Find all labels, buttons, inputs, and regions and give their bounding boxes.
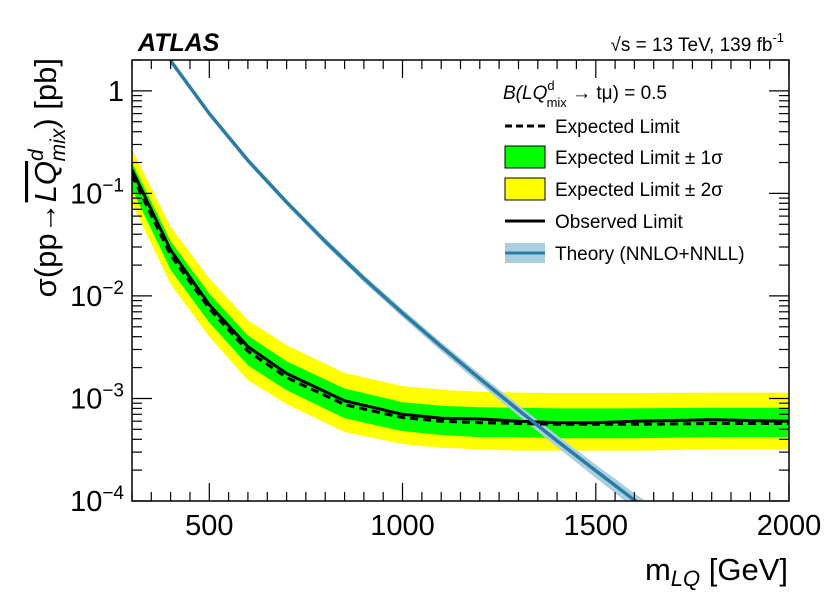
y-tick-label: 1 xyxy=(108,76,124,108)
energy-lumi-sup: -1 xyxy=(772,30,784,45)
band-1sigma xyxy=(132,162,789,439)
legend-header: B(LQd mix → tμ) = 0.5 xyxy=(503,78,667,110)
x-tick-label: 500 xyxy=(185,510,233,542)
x-axis-title-sub: LQ xyxy=(671,566,700,591)
tick-label-layer: 500 1000 1500 2000 1 10−1 10−2 10−3 10−4 xyxy=(70,76,821,542)
energy-lumi-label: √s = 13 TeV, 139 fb-1 xyxy=(610,30,784,56)
x-axis-title-m: m xyxy=(645,552,671,587)
legend-swatch-2sigma xyxy=(504,177,546,201)
y-tick-label: 10−4 xyxy=(70,483,124,518)
legend: B(LQd mix → tμ) = 0.5 Expected Limit Expe… xyxy=(503,78,745,265)
atlas-label: ATLAS xyxy=(137,29,220,57)
x-tick-label: 1500 xyxy=(564,510,629,542)
y-axis-title-prefix: σ(pp→ xyxy=(28,202,63,297)
y-axis-title-suffix: ) [pb] xyxy=(28,58,63,129)
y-axis-title: σ(pp→LQdmix) [pb] xyxy=(25,58,70,297)
y-tick-label: 10−1 xyxy=(70,175,124,210)
plot-area xyxy=(132,60,789,501)
line-layer xyxy=(132,60,789,501)
y-axis-title-sub2: mix xyxy=(47,127,70,161)
x-tick-label: 2000 xyxy=(757,510,822,542)
tick-layer xyxy=(131,59,790,502)
line-observed xyxy=(132,169,789,425)
legend-swatch-1sigma xyxy=(504,145,546,169)
legend-header-b: B(LQ xyxy=(503,83,548,104)
legend-label-2sigma: Expected Limit ± 2σ xyxy=(555,180,723,201)
legend-header-rest: → tμ) = 0.5 xyxy=(567,83,667,104)
x-axis-title-unit: [GeV] xyxy=(700,552,788,587)
line-expected xyxy=(132,174,789,426)
legend-label-observed: Observed Limit xyxy=(555,212,683,233)
y-tick-label: 10−3 xyxy=(70,381,124,416)
x-axis-title: mLQ [GeV] xyxy=(645,552,788,591)
legend-header-sub: mix xyxy=(547,95,568,110)
y-axis-title-lq-bar: LQ xyxy=(28,161,63,202)
legend-label-1sigma: Expected Limit ± 1σ xyxy=(555,148,723,169)
line-theory xyxy=(169,60,639,501)
y-tick-label: 10−2 xyxy=(70,278,124,313)
legend-label-expected: Expected Limit xyxy=(555,117,680,138)
legend-header-sup: d xyxy=(547,78,554,93)
energy-lumi-text: √s = 13 TeV, 139 fb xyxy=(610,35,772,56)
x-tick-label: 1000 xyxy=(370,510,435,542)
legend-label-theory: Theory (NNLO+NNLL) xyxy=(555,244,745,265)
y-axis-title-sup2: d xyxy=(25,148,48,161)
band-layer xyxy=(132,60,789,501)
